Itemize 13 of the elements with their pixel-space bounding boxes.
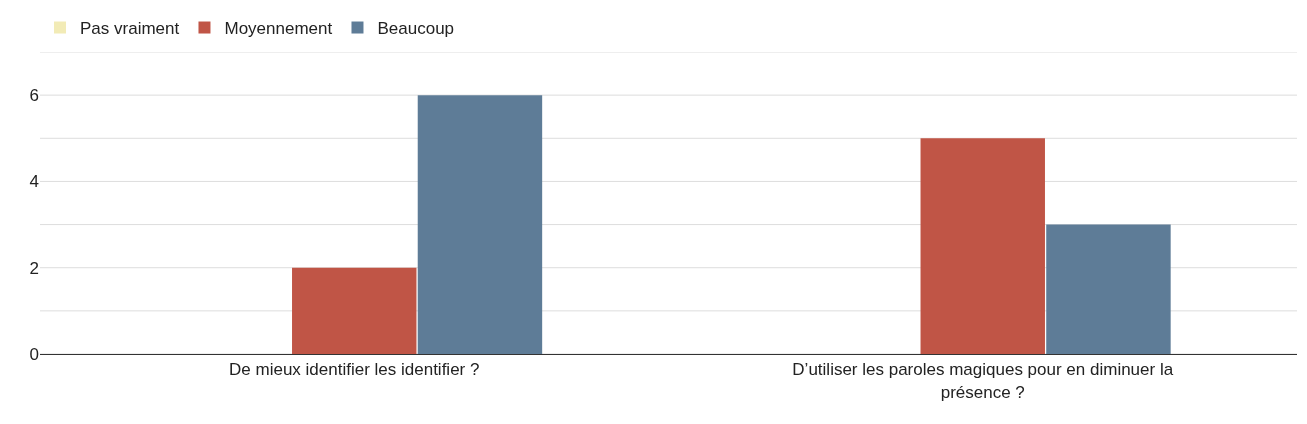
legend-label: Moyennement bbox=[224, 19, 333, 39]
bar bbox=[920, 138, 1045, 354]
y-tick-label: 6 bbox=[29, 86, 39, 106]
legend-label: Beaucoup bbox=[377, 19, 455, 39]
bar bbox=[417, 95, 543, 354]
bar bbox=[292, 267, 417, 354]
x-tick-label: D’utiliser les paroles magiques pour en diminuer la présence ? bbox=[792, 360, 1174, 402]
bar bbox=[1046, 224, 1171, 354]
y-tick-label: 2 bbox=[29, 258, 39, 278]
y-tick-label: 0 bbox=[29, 344, 39, 364]
x-tick-label: De mieux identifier les identifier ? bbox=[229, 360, 480, 380]
y-tick-label: 4 bbox=[29, 172, 39, 192]
legend-label: Pas vraiment bbox=[80, 19, 180, 39]
